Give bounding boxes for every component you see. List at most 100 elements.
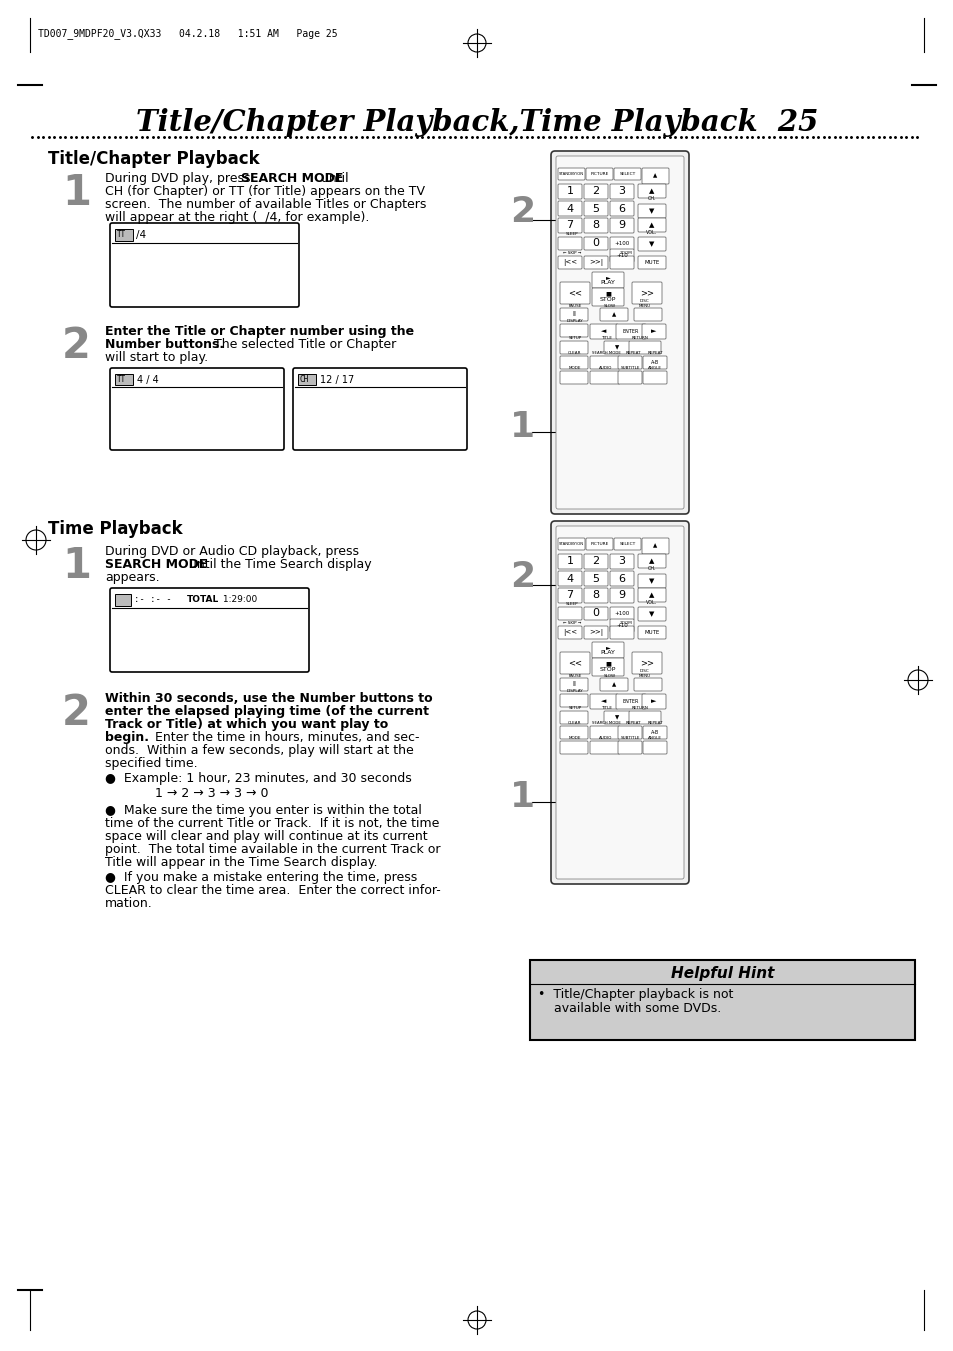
FancyBboxPatch shape — [642, 372, 666, 384]
FancyBboxPatch shape — [609, 236, 634, 250]
FancyBboxPatch shape — [618, 740, 641, 754]
FancyBboxPatch shape — [559, 653, 589, 674]
Text: A-B: A-B — [650, 730, 659, 735]
FancyBboxPatch shape — [583, 607, 607, 620]
Text: 4 / 4: 4 / 4 — [137, 376, 158, 385]
FancyBboxPatch shape — [634, 308, 661, 322]
Text: ■
STOP: ■ STOP — [599, 292, 616, 303]
FancyBboxPatch shape — [642, 725, 666, 739]
Text: Title will appear in the Time Search display.: Title will appear in the Time Search dis… — [105, 857, 377, 869]
Text: +10: +10 — [616, 623, 627, 628]
Text: The selected Title or Chapter: The selected Title or Chapter — [206, 338, 395, 351]
Text: CLEAR: CLEAR — [568, 721, 581, 725]
FancyBboxPatch shape — [583, 236, 607, 250]
Text: 7: 7 — [566, 590, 573, 600]
Text: ▲: ▲ — [649, 558, 654, 563]
Text: 5: 5 — [592, 204, 598, 213]
FancyBboxPatch shape — [583, 255, 607, 269]
FancyBboxPatch shape — [641, 694, 665, 709]
FancyBboxPatch shape — [589, 372, 619, 384]
FancyBboxPatch shape — [589, 740, 619, 754]
FancyBboxPatch shape — [641, 324, 665, 339]
Text: Number buttons.: Number buttons. — [105, 338, 224, 351]
FancyBboxPatch shape — [556, 155, 683, 509]
FancyBboxPatch shape — [609, 249, 634, 262]
FancyBboxPatch shape — [638, 204, 665, 218]
Text: ▼: ▼ — [649, 611, 654, 617]
FancyBboxPatch shape — [616, 694, 645, 709]
FancyBboxPatch shape — [641, 168, 668, 184]
Text: CLEAR to clear the time area.  Enter the correct infor-: CLEAR to clear the time area. Enter the … — [105, 884, 440, 897]
FancyBboxPatch shape — [599, 678, 627, 690]
Text: Track or Title) at which you want play to: Track or Title) at which you want play t… — [105, 717, 388, 731]
Text: ← SKIP →: ← SKIP → — [562, 621, 580, 626]
Text: SUBTITLE: SUBTITLE — [620, 366, 640, 370]
FancyBboxPatch shape — [638, 218, 665, 232]
FancyBboxPatch shape — [589, 725, 619, 739]
Text: ZOOM: ZOOM — [619, 251, 632, 255]
FancyBboxPatch shape — [559, 740, 587, 754]
Text: 3: 3 — [618, 557, 625, 566]
Text: 3: 3 — [618, 186, 625, 196]
FancyBboxPatch shape — [559, 678, 587, 690]
Text: screen.  The number of available Titles or Chapters: screen. The number of available Titles o… — [105, 199, 426, 211]
Text: 1: 1 — [510, 409, 535, 444]
Text: SETUP: SETUP — [568, 336, 581, 340]
FancyBboxPatch shape — [589, 324, 618, 339]
Text: ▲: ▲ — [611, 312, 616, 317]
Text: 1: 1 — [62, 544, 91, 586]
Text: /4: /4 — [136, 230, 146, 240]
Text: MODE: MODE — [568, 736, 580, 740]
Text: 2: 2 — [592, 186, 598, 196]
Text: <<: << — [567, 289, 581, 297]
Text: mation.: mation. — [105, 897, 152, 911]
Text: ▲: ▲ — [611, 682, 616, 688]
FancyBboxPatch shape — [614, 538, 640, 550]
FancyBboxPatch shape — [558, 571, 581, 586]
FancyBboxPatch shape — [583, 588, 607, 603]
Text: ZOOM: ZOOM — [619, 621, 632, 626]
Text: DISC
MENU: DISC MENU — [639, 300, 650, 308]
FancyBboxPatch shape — [558, 554, 581, 569]
FancyBboxPatch shape — [592, 642, 623, 658]
Text: ← SKIP →: ← SKIP → — [562, 251, 580, 255]
Text: A-B: A-B — [650, 359, 659, 365]
Text: 1: 1 — [566, 186, 573, 196]
FancyBboxPatch shape — [559, 324, 587, 336]
FancyBboxPatch shape — [609, 554, 634, 569]
Text: 0: 0 — [592, 608, 598, 619]
Text: •  Title/Chapter playback is not: • Title/Chapter playback is not — [537, 988, 733, 1001]
Text: TT: TT — [117, 230, 126, 239]
FancyBboxPatch shape — [638, 626, 665, 639]
FancyBboxPatch shape — [609, 607, 634, 620]
FancyBboxPatch shape — [551, 151, 688, 513]
Text: Title/Chapter Playback,Time Playback  25: Title/Chapter Playback,Time Playback 25 — [135, 108, 818, 136]
FancyBboxPatch shape — [583, 571, 607, 586]
FancyBboxPatch shape — [589, 694, 618, 709]
Text: AUDIO: AUDIO — [598, 736, 612, 740]
FancyBboxPatch shape — [634, 678, 661, 690]
FancyBboxPatch shape — [599, 308, 627, 322]
Text: available with some DVDs.: available with some DVDs. — [537, 1002, 720, 1015]
Text: 6: 6 — [618, 574, 625, 584]
Text: point.  The total time available in the current Track or: point. The total time available in the c… — [105, 843, 440, 857]
Text: TOTAL: TOTAL — [187, 594, 219, 604]
Text: During DVD or Audio CD playback, press: During DVD or Audio CD playback, press — [105, 544, 358, 558]
Text: 8: 8 — [592, 590, 598, 600]
Text: MUTE: MUTE — [643, 259, 659, 265]
Text: ▲: ▲ — [649, 592, 654, 598]
FancyBboxPatch shape — [559, 725, 587, 739]
FancyBboxPatch shape — [614, 168, 640, 180]
Text: PAUSE: PAUSE — [568, 304, 581, 308]
FancyBboxPatch shape — [558, 236, 581, 250]
Text: enter the elapsed playing time (of the current: enter the elapsed playing time (of the c… — [105, 705, 429, 717]
FancyBboxPatch shape — [559, 357, 587, 369]
FancyBboxPatch shape — [558, 538, 584, 550]
Text: 0: 0 — [592, 239, 598, 249]
FancyBboxPatch shape — [638, 184, 665, 199]
Text: +100: +100 — [614, 611, 629, 616]
Text: TITLE: TITLE — [601, 336, 612, 340]
Text: AUDIO: AUDIO — [598, 366, 612, 370]
FancyBboxPatch shape — [583, 626, 607, 639]
Text: 2: 2 — [510, 561, 535, 594]
